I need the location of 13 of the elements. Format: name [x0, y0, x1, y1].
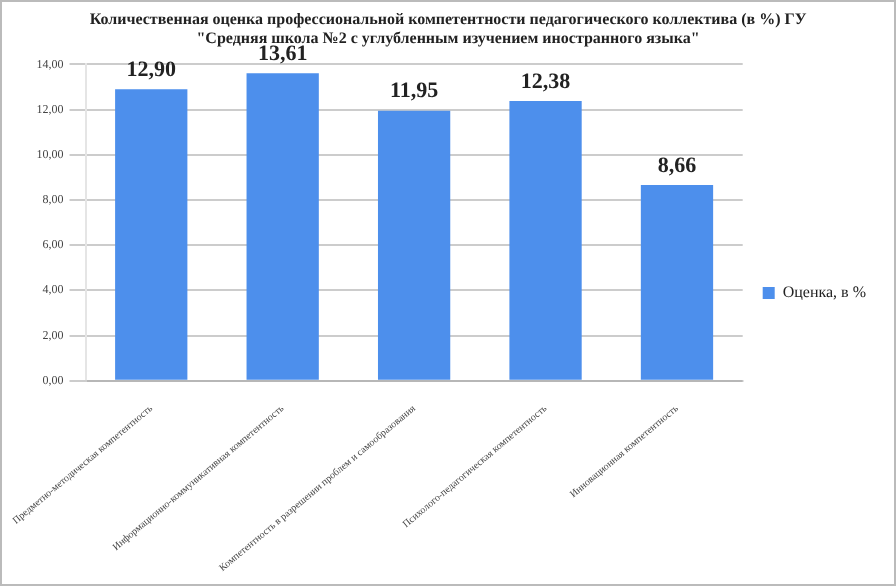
bar [377, 110, 451, 380]
bar [509, 101, 582, 380]
text: Количественная оценка профессиональной компетентности педагогического коллектива (в %) ГУ [89, 9, 807, 28]
data-label: 13,61 [257, 41, 308, 66]
data-label: 8,66 [657, 153, 698, 178]
text: "Средняя школа №2 с углубленным изучением иностранного языка" [196, 28, 700, 47]
legend-label: Оценка, в % [782, 283, 867, 302]
data-label: 12,38 [520, 69, 572, 94]
data-label: 11,95 [389, 79, 440, 104]
bar [640, 185, 714, 380]
data-label: 12,90 [126, 57, 177, 82]
bar [246, 73, 319, 380]
bar [115, 89, 188, 380]
